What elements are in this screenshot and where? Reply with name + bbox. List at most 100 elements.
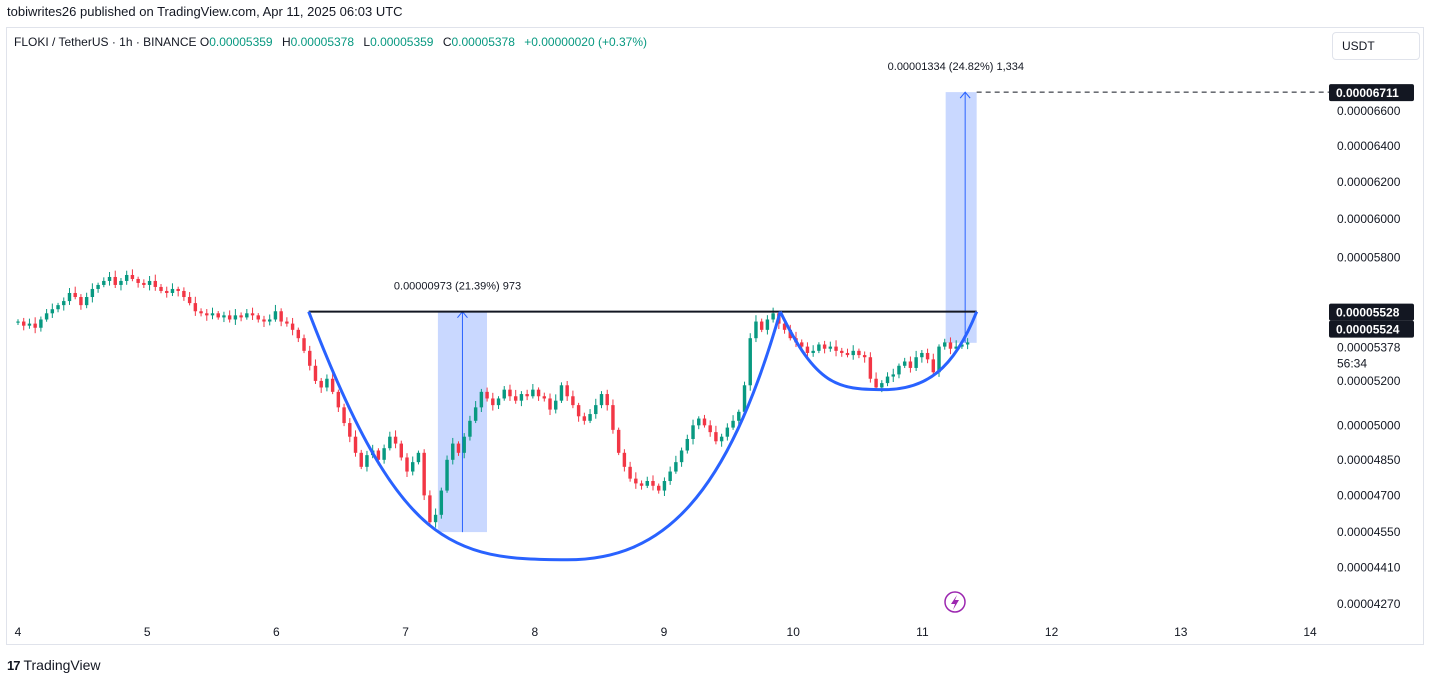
cup-curve (307, 311, 782, 562)
candle-body (679, 450, 684, 463)
tradingview-logo-icon: 17 (7, 657, 21, 673)
candle-body (496, 398, 501, 406)
candle-body (491, 398, 495, 406)
candle-body (182, 290, 186, 298)
candle-body (170, 288, 175, 293)
candle-body (199, 311, 203, 314)
candle-body (16, 321, 20, 323)
y-tick-label: 0.00004850 (1337, 453, 1401, 467)
candle-body (336, 391, 341, 408)
candle-body (885, 376, 890, 384)
candle-body (399, 443, 403, 458)
candle-body (845, 352, 850, 356)
candle-body (908, 361, 913, 368)
price-tag-label: 0.00005524 (1336, 323, 1400, 337)
candle-body (645, 481, 649, 486)
candle-body (313, 365, 318, 381)
candle-body (205, 313, 209, 316)
candle-body (594, 405, 598, 415)
candle-body (67, 292, 72, 302)
candle-body (416, 452, 421, 463)
ohlc-close-value: 0.00005378 (451, 35, 515, 49)
y-tick-label: 0.00006200 (1337, 175, 1401, 189)
candle-body (771, 313, 775, 320)
candle-body (519, 394, 524, 401)
x-tick-label-12: 12 (1045, 625, 1059, 639)
price-tag-bg (1329, 320, 1414, 338)
candle-body (639, 483, 644, 486)
candle-body (107, 276, 112, 281)
ohlc-change: +0.00000020 (+0.37%) (524, 35, 647, 49)
candle-body (50, 309, 55, 314)
candle-body (267, 319, 272, 322)
candle-body (330, 378, 335, 392)
lightning-icon (944, 591, 966, 613)
candle-body (548, 398, 552, 410)
candle-body (954, 346, 958, 349)
currency-button[interactable]: USDT (1332, 32, 1420, 60)
candle-body (851, 350, 855, 356)
candle-body (708, 425, 712, 433)
x-tick-label-4: 4 (15, 625, 22, 639)
candle-body (800, 342, 804, 347)
measure-label-0: 0.00000973 (21.39%) 973 (394, 281, 521, 293)
ohlc-close-key: C (442, 35, 452, 49)
candle-body (960, 344, 964, 347)
candle-body (805, 346, 810, 353)
candle-body (262, 319, 266, 322)
candle-body (319, 380, 323, 388)
candle-body (84, 297, 89, 306)
candle-body (187, 297, 192, 304)
candle-body (130, 274, 135, 279)
candle-body (479, 391, 484, 408)
candle-body (39, 319, 43, 328)
candle-body (582, 416, 587, 421)
y-tick-label: 0.00004550 (1337, 525, 1401, 539)
candle-body (290, 323, 295, 330)
candle-body (176, 288, 180, 291)
candle-body (965, 342, 970, 345)
x-tick-label-8: 8 (531, 625, 538, 639)
candle-body (56, 305, 60, 310)
y-tick-label: 0.00004410 (1337, 560, 1401, 574)
candle-body (113, 276, 117, 285)
candle-body (914, 357, 918, 368)
candle-body (834, 346, 838, 351)
candle-body (348, 423, 352, 437)
price-tag-label: 0.00005378 (1337, 341, 1401, 355)
candle-body (273, 311, 278, 320)
candle-body (599, 394, 604, 406)
candle-body (662, 481, 667, 491)
candle-body (742, 385, 747, 412)
price-tag-bg (1329, 303, 1414, 321)
candle-body (27, 323, 32, 326)
candle-body (365, 455, 369, 467)
candle-body (62, 301, 66, 306)
candle-body (96, 284, 100, 289)
candle-body (754, 321, 758, 339)
candle-body (731, 420, 735, 428)
lightning-bolt-icon (951, 595, 959, 610)
candle-body (165, 290, 169, 293)
candle-body (222, 315, 226, 318)
candle-body (285, 321, 289, 324)
candle-body (405, 457, 409, 472)
candle-body (685, 438, 690, 451)
candle-body (536, 389, 541, 397)
candle-body (451, 443, 455, 460)
candle-body (737, 411, 741, 421)
candle-body (508, 389, 512, 397)
candle-body (948, 342, 953, 349)
measure-label-1: 0.00001334 (24.82%) 1,334 (888, 61, 1024, 73)
measure-box-1 (945, 92, 977, 343)
candle-body (342, 407, 346, 424)
y-tick-label: 0.00005000 (1337, 418, 1401, 432)
brand-name: TradingView (23, 657, 101, 673)
candle-body (525, 394, 529, 397)
candle-body (765, 319, 770, 330)
y-tick-label: 0.00006000 (1337, 212, 1401, 226)
x-tick-label-13: 13 (1174, 625, 1188, 639)
candle-body (193, 303, 198, 312)
x-tick-label-9: 9 (661, 625, 668, 639)
